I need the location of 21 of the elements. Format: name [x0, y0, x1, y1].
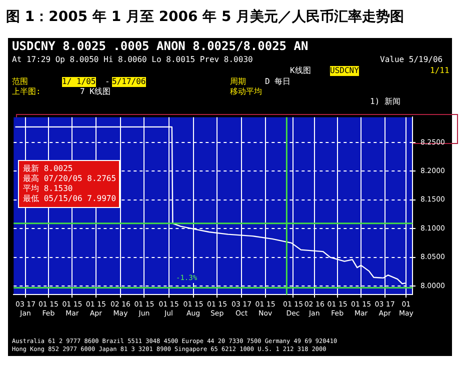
text: K线图	[290, 66, 311, 76]
text: 移动平均	[230, 87, 262, 97]
text: USDCNY	[330, 66, 359, 76]
text: 1/ 1/05	[62, 77, 96, 87]
text: -	[105, 77, 110, 87]
text: At 17:29 Op 8.0050 Hi 8.0060 Lo 8.0015 Prev 8.0030	[12, 55, 253, 65]
text: 5/17/06	[112, 77, 146, 87]
annotation: 平均 8.1530	[23, 184, 73, 194]
text: 7 K线图	[80, 87, 110, 97]
text: 1/11	[430, 66, 450, 76]
text: 1) 新闻	[370, 97, 400, 107]
annotation: 最新 8.0025	[23, 164, 73, 174]
annotation: 最高 07/20/05 8.2765	[23, 174, 116, 184]
text: USDCNY 8.0025 .0005 ANON 8.0025/8.0025 AN	[12, 39, 308, 53]
text: 上半图:	[12, 87, 41, 97]
chart-title: 图 1：2005 年 1 月至 2006 年 5 月美元／人民币汇率走势图	[6, 8, 404, 26]
text: 周期	[230, 77, 246, 87]
text: D 每日	[265, 77, 291, 87]
text: Value 5/19/06	[380, 55, 443, 65]
text: 范围	[12, 77, 28, 87]
annotation: 最低 05/15/06 7.9970	[23, 194, 116, 204]
